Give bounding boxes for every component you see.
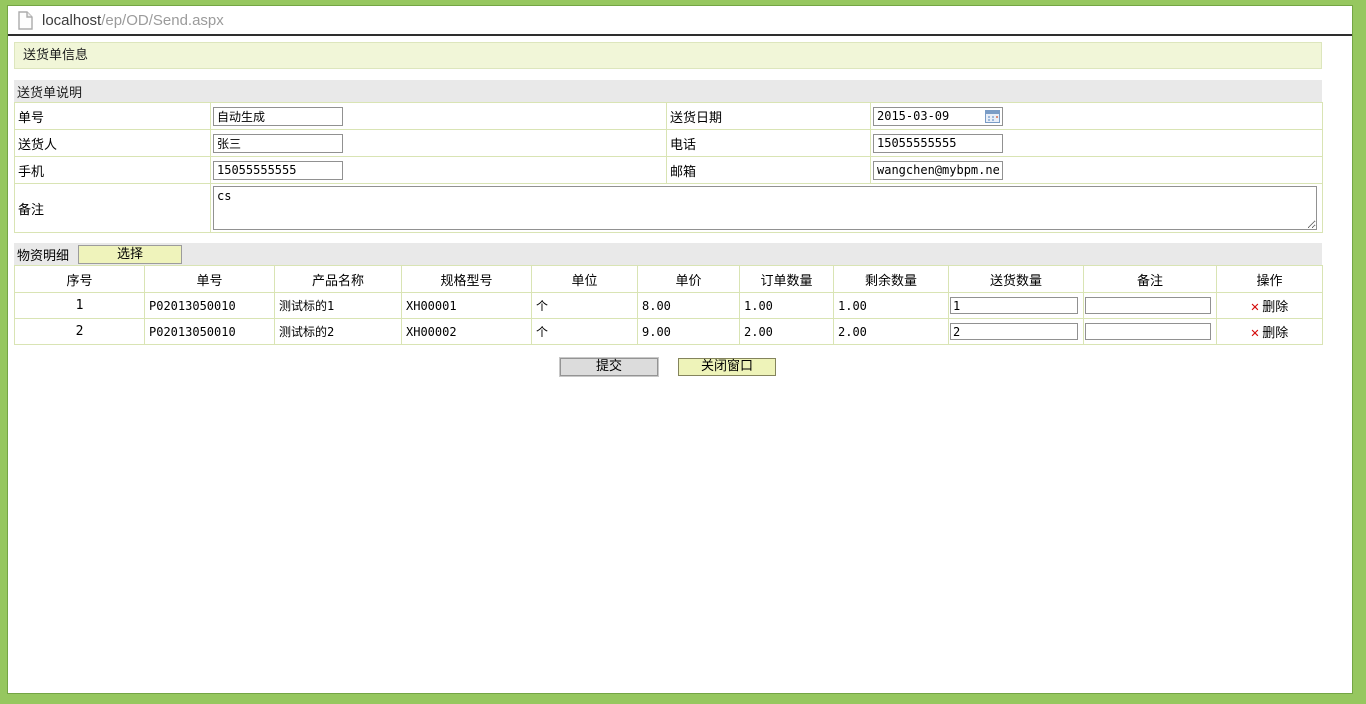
col-seq: 序号 [14, 265, 145, 293]
sender-input[interactable] [213, 133, 343, 153]
close-window-button[interactable]: 关闭窗口 [678, 358, 776, 376]
url-host: localhost [42, 11, 102, 29]
form-row: 手机 邮箱 [14, 156, 1323, 184]
cell-model: XH00002 [401, 318, 532, 345]
submit-button[interactable]: 提交 [559, 357, 659, 377]
delivery-form: 单号 送货日期 2015-03-09 [14, 102, 1323, 233]
col-order-no: 单号 [144, 265, 275, 293]
form-row: 单号 送货日期 2015-03-09 [14, 102, 1323, 130]
col-unit: 单位 [531, 265, 638, 293]
cell-order-qty: 1.00 [739, 292, 834, 319]
browser-window: localhost/ep/OD/Send.aspx 送货单信息 送货单说明 单号… [7, 5, 1353, 694]
page-icon [18, 10, 33, 30]
sender-label: 送货人 [14, 129, 211, 157]
item-row: 2 P02013050010 测试标的2 XH00002 个 9.00 2.00… [14, 318, 1323, 345]
mobile-input[interactable] [213, 160, 343, 180]
email-input[interactable] [873, 160, 1003, 180]
cell-seq: 2 [14, 318, 145, 345]
delete-row-link[interactable]: ✕ 删除 [1250, 299, 1289, 315]
delete-label: 删除 [1262, 326, 1289, 341]
order-no-input[interactable] [213, 106, 343, 126]
cell-price: 8.00 [637, 292, 740, 319]
delete-label: 删除 [1262, 300, 1289, 315]
url-field[interactable]: localhost/ep/OD/Send.aspx [42, 12, 224, 29]
delete-row-link[interactable]: ✕ 删除 [1250, 325, 1289, 341]
col-model: 规格型号 [401, 265, 532, 293]
items-header-row: 序号 单号 产品名称 规格型号 单位 单价 订单数量 剩余数量 送货数量 备注 … [14, 265, 1323, 293]
col-send-qty: 送货数量 [948, 265, 1084, 293]
col-remain-qty: 剩余数量 [833, 265, 949, 293]
send-qty-input[interactable] [950, 323, 1079, 340]
cell-order-no: P02013050010 [144, 292, 275, 319]
cell-unit: 个 [531, 292, 638, 319]
phone-label: 电话 [666, 129, 871, 157]
order-no-label: 单号 [14, 102, 211, 130]
mobile-label: 手机 [14, 156, 211, 184]
form-actions: 提交 关闭窗口 [14, 357, 1322, 377]
cell-unit: 个 [531, 318, 638, 345]
remark-textarea[interactable]: cs [213, 186, 1317, 230]
form-row: 送货人 电话 [14, 129, 1323, 157]
cell-remain-qty: 2.00 [833, 318, 949, 345]
delete-x-icon: ✕ [1250, 299, 1260, 315]
form-section-header: 送货单说明 [14, 80, 1322, 102]
select-items-button[interactable]: 选择 [78, 244, 183, 264]
page-content: 送货单信息 送货单说明 单号 送货日期 2015-03-09 [8, 36, 1352, 377]
calendar-icon[interactable] [985, 109, 1000, 123]
cell-product: 测试标的1 [274, 292, 402, 319]
items-section-label: 物资明细 [17, 248, 70, 264]
col-order-qty: 订单数量 [739, 265, 834, 293]
send-date-label: 送货日期 [666, 102, 871, 130]
form-row: 备注 cs [14, 183, 1323, 233]
cell-price: 9.00 [637, 318, 740, 345]
cell-order-qty: 2.00 [739, 318, 834, 345]
page-title: 送货单信息 [14, 42, 1322, 69]
cell-model: XH00001 [401, 292, 532, 319]
items-table: 序号 单号 产品名称 规格型号 单位 单价 订单数量 剩余数量 送货数量 备注 … [14, 265, 1323, 345]
send-qty-input[interactable] [950, 297, 1079, 314]
url-path: /ep/OD/Send.aspx [101, 11, 224, 29]
cell-remain-qty: 1.00 [833, 292, 949, 319]
remark-label: 备注 [14, 183, 211, 233]
send-date-input[interactable]: 2015-03-09 [873, 106, 1003, 126]
send-date-value: 2015-03-09 [877, 109, 950, 123]
row-remark-input[interactable] [1085, 323, 1212, 340]
item-row: 1 P02013050010 测试标的1 XH00001 个 8.00 1.00… [14, 292, 1323, 319]
cell-product: 测试标的2 [274, 318, 402, 345]
address-bar: localhost/ep/OD/Send.aspx [8, 6, 1352, 36]
col-product: 产品名称 [274, 265, 402, 293]
delete-x-icon: ✕ [1250, 325, 1260, 341]
col-remark: 备注 [1083, 265, 1217, 293]
email-label: 邮箱 [666, 156, 871, 184]
phone-input[interactable] [873, 133, 1003, 153]
cell-seq: 1 [14, 292, 145, 319]
cell-order-no: P02013050010 [144, 318, 275, 345]
row-remark-input[interactable] [1085, 297, 1212, 314]
col-price: 单价 [637, 265, 740, 293]
col-action: 操作 [1216, 265, 1323, 293]
items-section-header: 物资明细 选择 [14, 243, 1322, 265]
